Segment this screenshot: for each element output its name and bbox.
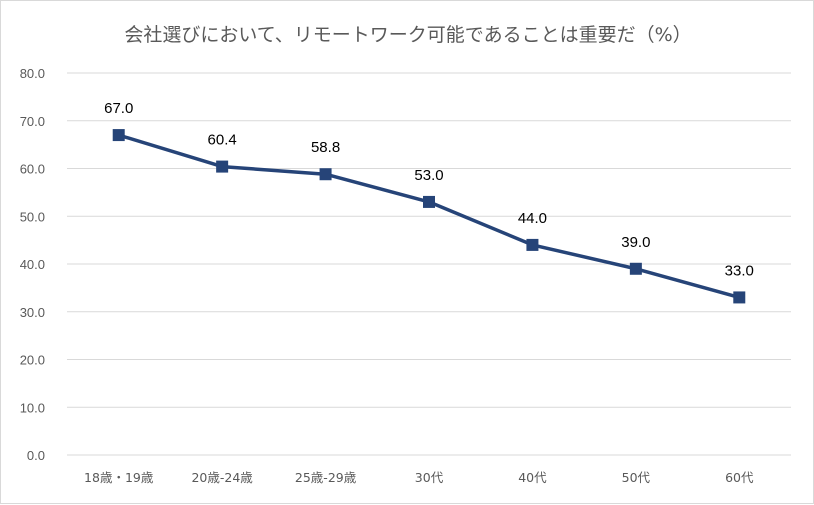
y-tick-label: 0.0 (27, 448, 45, 463)
series-line (112, 129, 746, 304)
x-tick-label: 30代 (415, 470, 444, 485)
data-label: 44.0 (518, 210, 547, 227)
data-point-marker (423, 195, 435, 208)
x-tick-label: 40代 (518, 470, 547, 485)
data-point-marker (733, 291, 746, 304)
data-point-marker (216, 160, 229, 173)
x-tick-label: 18歳・19歳 (84, 470, 154, 485)
data-label: 67.0 (104, 100, 133, 117)
y-tick-label: 30.0 (20, 305, 45, 320)
gridlines (67, 72, 791, 456)
data-label: 60.4 (208, 132, 237, 149)
data-point-marker (629, 262, 642, 275)
y-tick-label: 50.0 (20, 209, 45, 224)
y-tick-label: 10.0 (20, 400, 45, 415)
x-tick-label: 20歳-24歳 (191, 470, 253, 485)
y-tick-label: 20.0 (20, 353, 45, 368)
x-tick-label: 25歳-29歳 (295, 470, 357, 485)
y-tick-label: 80.0 (20, 66, 45, 81)
x-tick-label: 60代 (725, 470, 754, 485)
y-axis-ticks: 0.0 10.0 20.0 30.0 40.0 50.0 60.0 70.0 80.0 (20, 66, 45, 463)
x-axis-ticks: 18歳・19歳 20歳-24歳 25歳-29歳 30代 40代 50代 60代 (84, 470, 754, 485)
data-label: 39.0 (621, 234, 650, 251)
x-tick-label: 50代 (622, 470, 651, 485)
y-tick-label: 70.0 (20, 114, 45, 129)
chart-title: 会社選びにおいて、リモートワーク可能であることは重要だ（%） (124, 24, 691, 46)
y-tick-label: 40.0 (20, 257, 45, 272)
data-point-marker (526, 238, 539, 251)
y-tick-label: 60.0 (20, 162, 45, 177)
data-point-marker (112, 129, 125, 142)
data-label: 33.0 (725, 262, 754, 279)
data-label: 53.0 (414, 167, 443, 184)
data-label: 58.8 (311, 139, 340, 156)
data-labels: 67.0 60.4 58.8 53.0 44.0 39.0 33.0 (104, 100, 754, 279)
data-point-marker (319, 168, 332, 181)
